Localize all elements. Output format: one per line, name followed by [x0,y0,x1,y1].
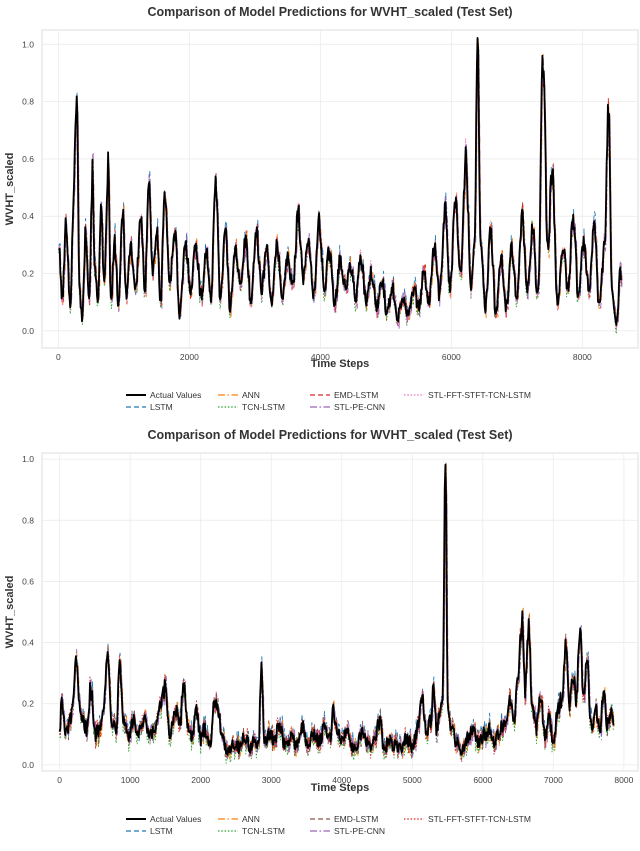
y-axis-label: WVHT_scaled [4,576,16,649]
legend-item: TCN-LSTM [218,402,285,412]
chart-title: Comparison of Model Predictions for WVHT… [147,5,512,19]
legend-item: ANN [218,814,260,824]
x-tick-label: 3000 [262,775,281,785]
series-line-stl-pe-cnn [58,46,623,330]
plot-area [41,29,639,349]
y-axis-label: WVHT_scaled [4,153,16,226]
x-tick-label: 6000 [473,775,492,785]
legend-item: STL-PE-CNN [310,826,385,836]
legend-item: EMD-LSTM [310,390,378,400]
legend-label: ANN [242,390,260,400]
legend-item: STL-PE-CNN [310,402,385,412]
x-tick-label: 5000 [403,775,422,785]
x-tick-label: 4000 [332,775,351,785]
legend-label: LSTM [150,402,173,412]
legend-label: EMD-LSTM [334,814,378,824]
legend-label: EMD-LSTM [334,390,378,400]
y-tick-label: 0.0 [22,760,34,770]
series-lines [57,37,623,335]
legend-item: ANN [218,390,260,400]
legend-label: STL-PE-CNN [334,826,385,836]
chart-1: Comparison of Model Predictions for WVHT… [4,5,639,412]
y-tick-label: 0.8 [22,97,34,107]
legend-item: EMD-LSTM [310,814,378,824]
legend-label: STL-PE-CNN [334,402,385,412]
legend-label: ANN [242,814,260,824]
y-tick-label: 1.0 [22,39,34,49]
x-tick-label: 1000 [121,775,140,785]
legend-label: STL-FFT-STFT-TCN-LSTM [428,814,531,824]
x-tick-label: 0 [56,352,61,362]
x-tick-label: 2000 [191,775,210,785]
y-tick-label: 1.0 [22,454,34,464]
x-tick-label: 4000 [311,352,330,362]
legend-item: LSTM [126,402,173,412]
legend-item: STL-FFT-STFT-TCN-LSTM [404,390,531,400]
series-line-actual-values [58,37,622,326]
legend-item: STL-FFT-STFT-TCN-LSTM [404,814,531,824]
x-tick-label: 8000 [614,775,633,785]
x-tick-label: 6000 [442,352,461,362]
legend-label: STL-FFT-STFT-TCN-LSTM [428,390,531,400]
legend-item: Actual Values [126,814,201,824]
y-tick-label: 0.2 [22,699,34,709]
series-line-actual-values [58,463,615,756]
x-tick-label: 2000 [180,352,199,362]
legend-item: TCN-LSTM [218,826,285,836]
legend: Actual Values LSTM ANN TCN-LSTM EMD-LSTM STL-… [126,814,531,836]
legend-label: TCN-LSTM [242,402,285,412]
x-axis-label: Time Steps [311,358,370,370]
y-tick-label: 0.2 [22,269,34,279]
legend-item: LSTM [126,826,173,836]
chart-title: Comparison of Model Predictions for WVHT… [147,428,512,442]
legend-item: Actual Values [126,390,201,400]
y-tick-label: 0.6 [22,154,34,164]
legend-label: LSTM [150,826,173,836]
y-tick-label: 0.0 [22,326,34,336]
legend-label: Actual Values [150,390,201,400]
legend: Actual Values LSTM ANN TCN-LSTM EMD-LSTM STL-… [126,390,531,412]
legend-label: TCN-LSTM [242,826,285,836]
series-lines [58,461,615,764]
x-tick-label: 0 [57,775,62,785]
chart-2: Comparison of Model Predictions for WVHT… [4,428,639,836]
x-tick-label: 7000 [544,775,563,785]
y-tick-label: 0.8 [22,515,34,525]
legend-label: Actual Values [150,814,201,824]
y-tick-label: 0.6 [22,576,34,586]
y-tick-label: 0.4 [22,211,34,221]
y-tick-label: 0.4 [22,638,34,648]
x-tick-label: 8000 [573,352,592,362]
x-axis-label: Time Steps [311,782,370,794]
